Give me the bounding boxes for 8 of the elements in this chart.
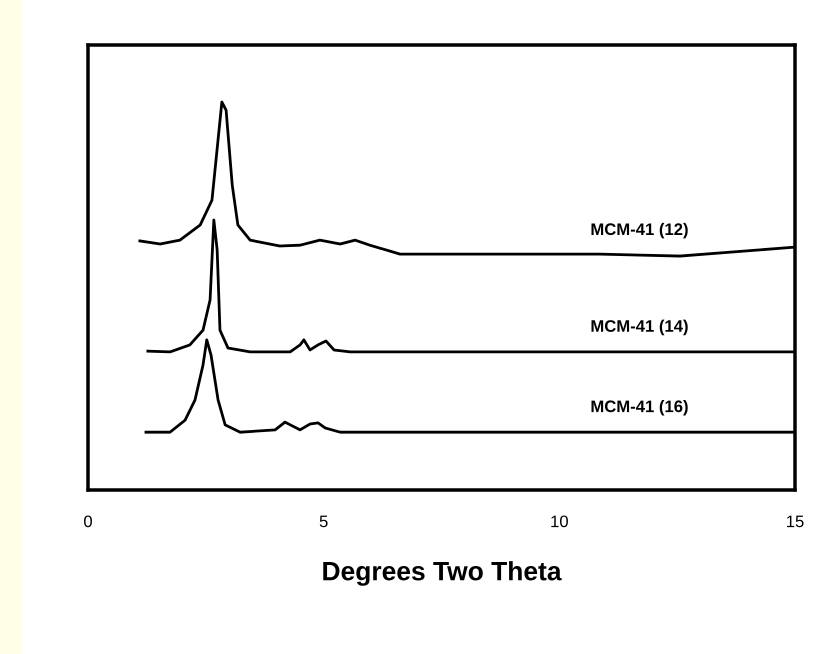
x-tick-label: 10: [551, 515, 568, 528]
x-axis-title: Degrees Two Theta: [323, 561, 562, 586]
x-tick-label: 15: [787, 516, 804, 528]
series-label: MCM-41 (12): [592, 222, 688, 238]
series-label: MCM-41 (16): [592, 400, 688, 416]
x-tick-label: 5: [320, 516, 328, 528]
series-label: MCM-41 (14): [592, 320, 688, 336]
x-tick-label: 0: [84, 515, 92, 528]
